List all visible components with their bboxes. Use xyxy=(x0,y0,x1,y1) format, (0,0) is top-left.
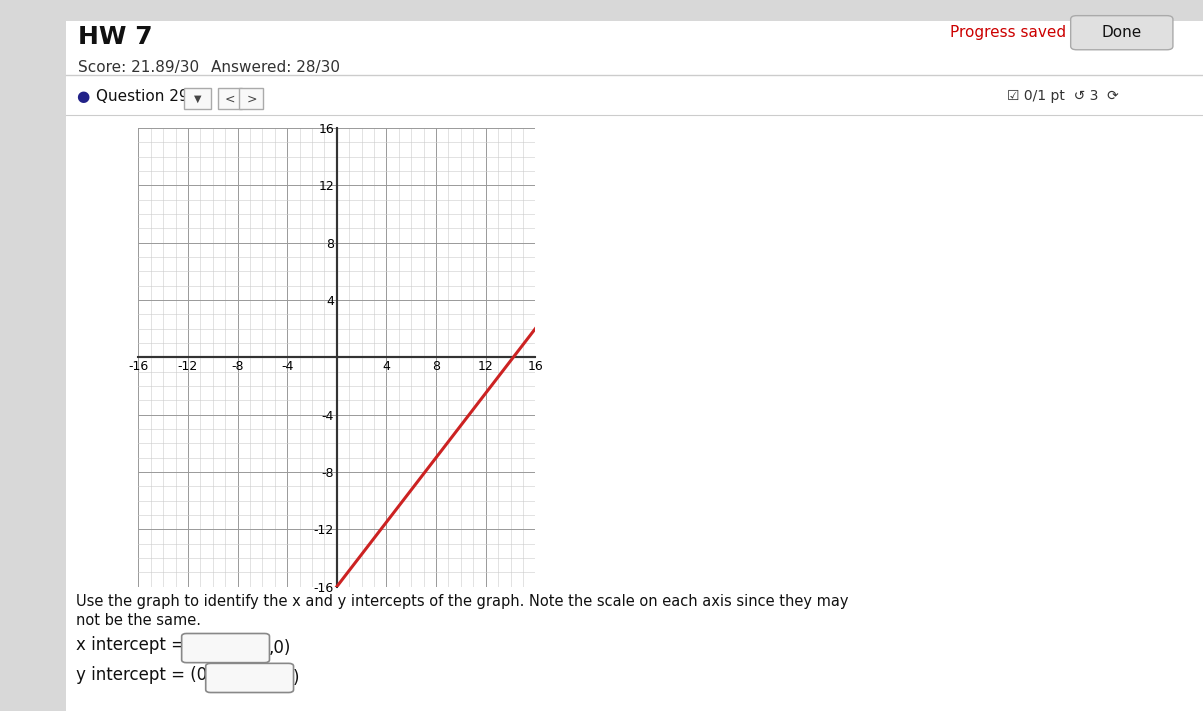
Text: Progress saved: Progress saved xyxy=(950,25,1067,40)
Text: x intercept = (: x intercept = ( xyxy=(76,636,196,654)
FancyBboxPatch shape xyxy=(184,88,211,109)
FancyBboxPatch shape xyxy=(239,88,263,109)
FancyBboxPatch shape xyxy=(182,634,269,663)
Text: Done: Done xyxy=(1101,25,1142,41)
Text: >: > xyxy=(247,92,256,105)
FancyBboxPatch shape xyxy=(66,21,1203,711)
Text: HW 7: HW 7 xyxy=(78,25,153,49)
FancyBboxPatch shape xyxy=(1071,16,1173,50)
Text: Score: 21.89/30: Score: 21.89/30 xyxy=(78,60,200,75)
FancyBboxPatch shape xyxy=(218,88,242,109)
Text: ▼: ▼ xyxy=(194,94,201,104)
Text: Answered: 28/30: Answered: 28/30 xyxy=(211,60,339,75)
Text: y intercept = (0,: y intercept = (0, xyxy=(76,666,212,684)
Text: <: < xyxy=(225,92,235,105)
Text: ●: ● xyxy=(76,89,89,104)
Text: Question 29: Question 29 xyxy=(96,89,189,104)
Text: ☑ 0/1 pt  ↺ 3  ⟳: ☑ 0/1 pt ↺ 3 ⟳ xyxy=(1007,89,1119,103)
Text: ): ) xyxy=(292,668,298,687)
FancyBboxPatch shape xyxy=(206,663,294,693)
Text: not be the same.: not be the same. xyxy=(76,613,201,628)
Text: Use the graph to identify the x and y intercepts of the graph. Note the scale on: Use the graph to identify the x and y in… xyxy=(76,594,848,609)
Text: ,0): ,0) xyxy=(268,638,291,657)
